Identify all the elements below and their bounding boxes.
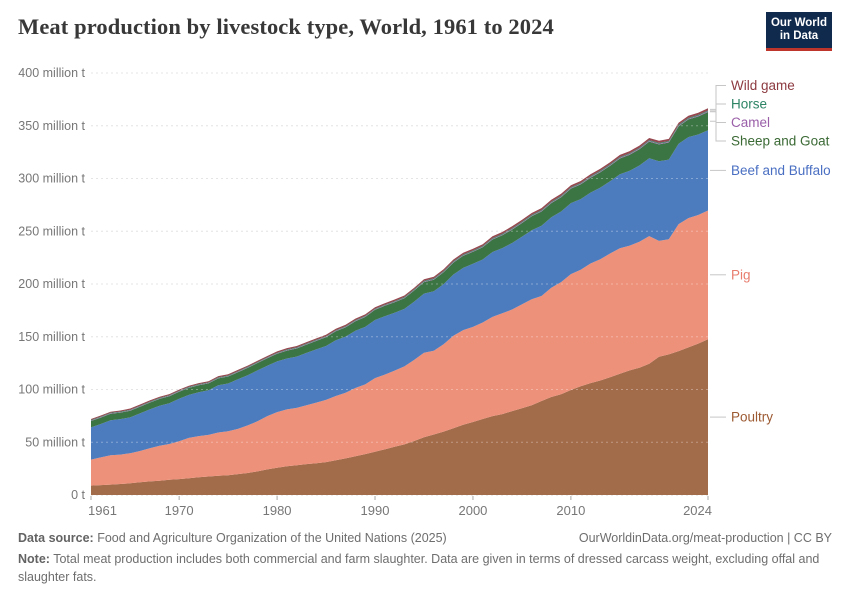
owid-citation-link[interactable]: OurWorldinData.org/meat-production | CC … [578, 531, 832, 545]
y-axis-label: 200 million t [18, 277, 85, 291]
y-axis-label: 100 million t [18, 383, 85, 397]
data-source-text: Food and Agriculture Organization of the… [93, 531, 447, 545]
data-source-line: Data source: Food and Agriculture Organi… [18, 529, 447, 547]
legend: Wild game Horse Camel Sheep and Goat Beef an… [710, 78, 831, 425]
page-title: Meat production by livestock type, World… [18, 14, 554, 39]
x-axis-label: 1961 [88, 503, 117, 518]
x-axis-label: 2024 [683, 503, 712, 518]
y-axis-label: 0 t [71, 488, 85, 502]
legend-label-pig[interactable]: Pig [731, 267, 751, 282]
data-source-label: Data source: [18, 531, 94, 545]
x-axis-label: 2000 [458, 503, 487, 518]
y-axis-label: 150 million t [18, 330, 85, 344]
area-poultry[interactable] [91, 339, 708, 495]
legend-label-beef-and-buffalo[interactable]: Beef and Buffalo [731, 163, 831, 178]
y-axis-label: 50 million t [25, 435, 85, 449]
legend-connector-wild-game [710, 85, 726, 110]
note-line: Note: Total meat production includes bot… [18, 550, 832, 586]
y-axis-label: 250 million t [18, 224, 85, 238]
x-axis-label: 1990 [361, 503, 390, 518]
legend-label-sheep-and-goat[interactable]: Sheep and Goat [731, 134, 830, 149]
plot-area[interactable] [91, 73, 708, 495]
x-axis-label: 1970 [165, 503, 194, 518]
chart-header: Meat production by livestock type, World… [18, 12, 832, 51]
note-text: Total meat production includes both comm… [18, 552, 820, 585]
x-axis: 1961 1970 1980 1990 2000 2010 2024 [88, 496, 712, 518]
owid-logo-line1: Our World [770, 16, 827, 29]
area-pig[interactable] [91, 210, 708, 486]
legend-connector-horse [710, 103, 726, 112]
note-label: Note: [18, 552, 50, 567]
owid-logo-line2: in Data [779, 30, 819, 42]
legend-label-wild-game[interactable]: Wild game [731, 78, 795, 93]
owid-logo[interactable]: Our World in Data [766, 12, 832, 51]
x-axis-label: 1980 [263, 503, 292, 518]
legend-label-horse[interactable]: Horse [731, 97, 767, 112]
y-axis-label: 400 million t [18, 66, 85, 80]
legend-connector-camel [710, 111, 726, 123]
x-axis-label: 2010 [556, 503, 585, 518]
legend-label-poultry[interactable]: Poultry [731, 410, 773, 425]
legend-label-camel[interactable]: Camel [731, 115, 770, 130]
area-beef-and-buffalo[interactable] [91, 130, 708, 460]
area-series [91, 108, 708, 495]
y-axis-label: 350 million t [18, 119, 85, 133]
legend-connector-sheep-and-goat [710, 120, 726, 142]
y-axis: 0 t 50 million t 100 million t 150 million … [18, 66, 85, 502]
y-axis-label: 300 million t [18, 172, 85, 186]
chart-footer: Data source: Food and Agriculture Organi… [18, 529, 832, 586]
